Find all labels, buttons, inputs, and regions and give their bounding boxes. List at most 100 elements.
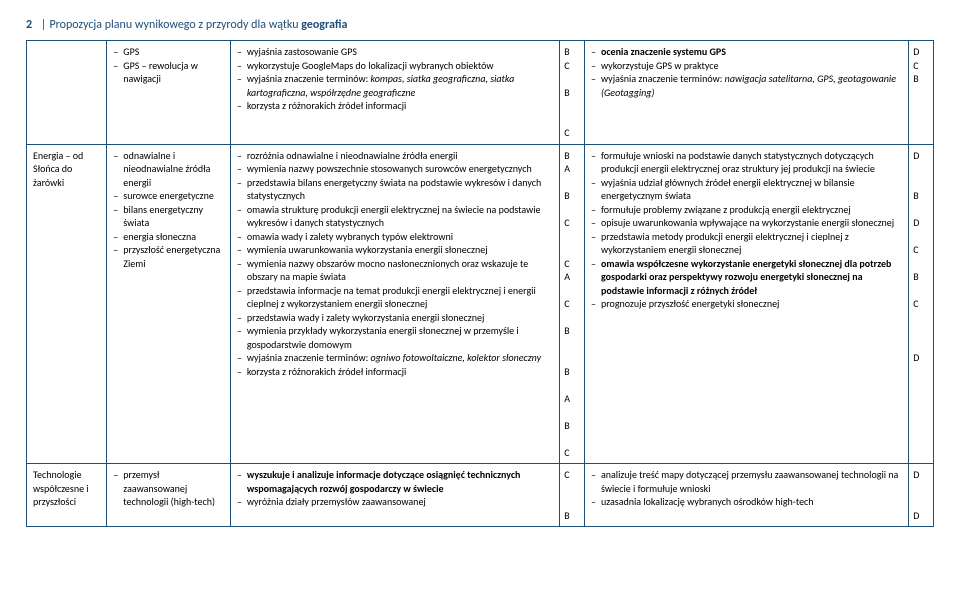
sources-cell: odnawialne i nieodnawialne źródła energi… bbox=[107, 144, 231, 464]
list-item: wyszukuje i analizuje informacje dotyczą… bbox=[237, 468, 553, 495]
list-item: GPS – rewolucja w nawigacji bbox=[113, 59, 224, 86]
grade-letter: D bbox=[913, 509, 931, 523]
basic-cell: rozróżnia odnawialne i nieodnawialne źró… bbox=[230, 144, 559, 464]
topic-cell bbox=[27, 41, 107, 145]
list-item: przedstawia informacje na temat produkcj… bbox=[237, 284, 553, 311]
list-item: prognozuje przyszłość energetyki słonecz… bbox=[591, 297, 902, 311]
list-item: omawia strukturę produkcji energii elekt… bbox=[237, 203, 553, 230]
grade-letter bbox=[913, 230, 931, 244]
list-item: wymienia nazwy obszarów mocno nasłoneczn… bbox=[237, 257, 553, 284]
grade-letter bbox=[564, 243, 582, 257]
list-item: ocenia znaczenie systemu GPS bbox=[591, 45, 902, 59]
grade-letter bbox=[913, 203, 931, 217]
list-item: energia słoneczna bbox=[113, 230, 224, 244]
grade-letter: D bbox=[913, 45, 931, 59]
extended-letters-cell: DCB bbox=[909, 41, 934, 145]
grade-letter bbox=[564, 482, 582, 496]
grade-letter: C bbox=[564, 468, 582, 482]
grade-letter bbox=[564, 495, 582, 509]
grade-letter bbox=[564, 284, 582, 298]
header-divider: | bbox=[41, 18, 47, 32]
grade-letter bbox=[564, 432, 582, 446]
list-item: przemysł zaawansowanej technologii (high… bbox=[113, 468, 224, 509]
list-item: przyszłość energetyczna Ziemi bbox=[113, 243, 224, 270]
page-header: 2 | Propozycja planu wynikowego z przyro… bbox=[26, 18, 934, 32]
grade-letter: C bbox=[564, 59, 582, 73]
basic-cell: wyszukuje i analizuje informacje dotyczą… bbox=[230, 464, 559, 527]
list-item: przedstawia wady i zalety wykorzystania … bbox=[237, 311, 553, 325]
grade-letter: C bbox=[564, 257, 582, 271]
extended-letters-cell: D B D C B C D bbox=[909, 144, 934, 464]
grade-letter bbox=[913, 284, 931, 298]
grade-letter bbox=[913, 495, 931, 509]
sources-cell: przemysł zaawansowanej technologii (high… bbox=[107, 464, 231, 527]
grade-letter: D bbox=[913, 216, 931, 230]
curriculum-table: GPSGPS – rewolucja w nawigacji wyjaśnia z… bbox=[26, 40, 934, 527]
grade-letter bbox=[564, 230, 582, 244]
list-item: wymienia uwarunkowania wykorzystania ene… bbox=[237, 243, 553, 257]
grade-letter: B bbox=[564, 419, 582, 433]
document-page: 2 | Propozycja planu wynikowego z przyro… bbox=[0, 0, 960, 527]
basic-letters-cell: BC B C bbox=[560, 41, 585, 145]
grade-letter: B bbox=[564, 189, 582, 203]
grade-letter bbox=[913, 176, 931, 190]
grade-letter bbox=[564, 72, 582, 86]
grade-letter: C bbox=[564, 216, 582, 230]
table-row: Energia – od Słońca do żarówkiodnawialne… bbox=[27, 144, 934, 464]
grade-letter: B bbox=[564, 365, 582, 379]
list-item: wyjaśnia udział głównych źródeł energii … bbox=[591, 176, 902, 203]
list-item: surowce energetyczne bbox=[113, 189, 224, 203]
grade-letter: B bbox=[913, 270, 931, 284]
grade-letter: B bbox=[564, 45, 582, 59]
list-item: bilans energetyczny świata bbox=[113, 203, 224, 230]
grade-letter: B bbox=[913, 189, 931, 203]
header-title-plain: Propozycja planu wynikowego z przyrody d… bbox=[49, 18, 301, 32]
grade-letter: D bbox=[913, 468, 931, 482]
list-item: wyróżnia działy przemysłów zaawansowanej bbox=[237, 495, 553, 509]
basic-letters-cell: C B bbox=[560, 464, 585, 527]
list-item: omawia wady i zalety wybranych typów ele… bbox=[237, 230, 553, 244]
list-item: omawia współczesne wykorzystanie energet… bbox=[591, 257, 902, 298]
grade-letter: A bbox=[564, 270, 582, 284]
grade-letter bbox=[564, 405, 582, 419]
grade-letter bbox=[913, 338, 931, 352]
list-item: wyjaśnia zastosowanie GPS bbox=[237, 45, 553, 59]
extended-letters-cell: D D bbox=[909, 464, 934, 527]
table-row: Technologie współczesne i przyszłościprz… bbox=[27, 464, 934, 527]
grade-letter: D bbox=[913, 351, 931, 365]
grade-letter: B bbox=[564, 509, 582, 523]
extended-cell: analizuje treść mapy dotyczącej przemysł… bbox=[584, 464, 908, 527]
grade-letter bbox=[564, 338, 582, 352]
list-item: GPS bbox=[113, 45, 224, 59]
grade-letter: C bbox=[913, 297, 931, 311]
list-item: wymienia przykłady wykorzystania energii… bbox=[237, 324, 553, 351]
grade-letter bbox=[564, 378, 582, 392]
list-item: wyjaśnia znaczenie terminów: kompas, sia… bbox=[237, 72, 553, 99]
grade-letter: B bbox=[564, 324, 582, 338]
list-item: wyjaśnia znaczenie terminów: ogniwo foto… bbox=[237, 351, 553, 365]
basic-letters-cell: BA B C CA C B B A B C bbox=[560, 144, 585, 464]
list-item: przedstawia bilans energetyczny świata n… bbox=[237, 176, 553, 203]
list-item: formułuje wnioski na podstawie danych st… bbox=[591, 149, 902, 176]
grade-letter bbox=[564, 176, 582, 190]
list-item: przedstawia metody produkcji energii ele… bbox=[591, 230, 902, 257]
grade-letter bbox=[564, 113, 582, 127]
grade-letter: C bbox=[913, 243, 931, 257]
list-item: wykorzystuje GoogleMaps do lokalizacji w… bbox=[237, 59, 553, 73]
grade-letter bbox=[564, 311, 582, 325]
list-item: rozróżnia odnawialne i nieodnawialne źró… bbox=[237, 149, 553, 163]
list-item: uzasadnia lokalizację wybranych ośrodków… bbox=[591, 495, 902, 509]
list-item: wyjaśnia znaczenie terminów: nawigacja s… bbox=[591, 72, 902, 99]
grade-letter: C bbox=[564, 297, 582, 311]
table-row: GPSGPS – rewolucja w nawigacji wyjaśnia z… bbox=[27, 41, 934, 145]
header-title-bold: geografia bbox=[301, 18, 347, 32]
topic-cell: Technologie współczesne i przyszłości bbox=[27, 464, 107, 527]
topic-cell: Energia – od Słońca do żarówki bbox=[27, 144, 107, 464]
grade-letter: B bbox=[564, 149, 582, 163]
grade-letter bbox=[564, 203, 582, 217]
list-item: analizuje treść mapy dotyczącej przemysł… bbox=[591, 468, 902, 495]
list-item: wymienia nazwy powszechnie stosowanych s… bbox=[237, 162, 553, 176]
grade-letter bbox=[564, 99, 582, 113]
grade-letter: C bbox=[913, 59, 931, 73]
grade-letter: C bbox=[564, 126, 582, 140]
